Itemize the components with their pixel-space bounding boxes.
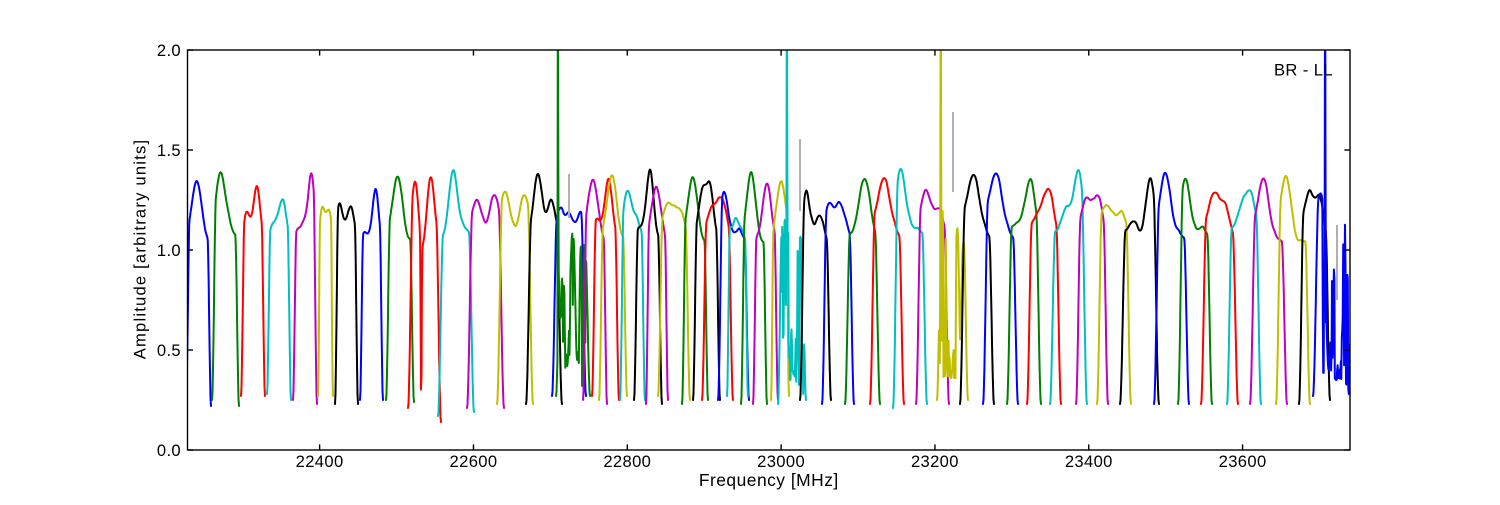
svg-text:23200: 23200 bbox=[911, 452, 959, 471]
svg-text:BR - LL: BR - LL bbox=[1274, 61, 1333, 80]
svg-text:23400: 23400 bbox=[1065, 452, 1113, 471]
svg-text:1.0: 1.0 bbox=[157, 241, 181, 260]
svg-text:Amplitude [arbitrary units]: Amplitude [arbitrary units] bbox=[131, 139, 150, 360]
svg-text:22600: 22600 bbox=[450, 452, 498, 471]
svg-text:0.5: 0.5 bbox=[157, 341, 181, 360]
svg-text:0.0: 0.0 bbox=[157, 441, 181, 460]
svg-text:23000: 23000 bbox=[757, 452, 805, 471]
svg-text:Frequency [MHz]: Frequency [MHz] bbox=[699, 470, 839, 490]
svg-text:23600: 23600 bbox=[1219, 452, 1267, 471]
svg-text:22400: 22400 bbox=[296, 452, 344, 471]
svg-text:22800: 22800 bbox=[603, 452, 651, 471]
svg-text:1.5: 1.5 bbox=[157, 141, 181, 160]
svg-text:2.0: 2.0 bbox=[157, 41, 181, 60]
